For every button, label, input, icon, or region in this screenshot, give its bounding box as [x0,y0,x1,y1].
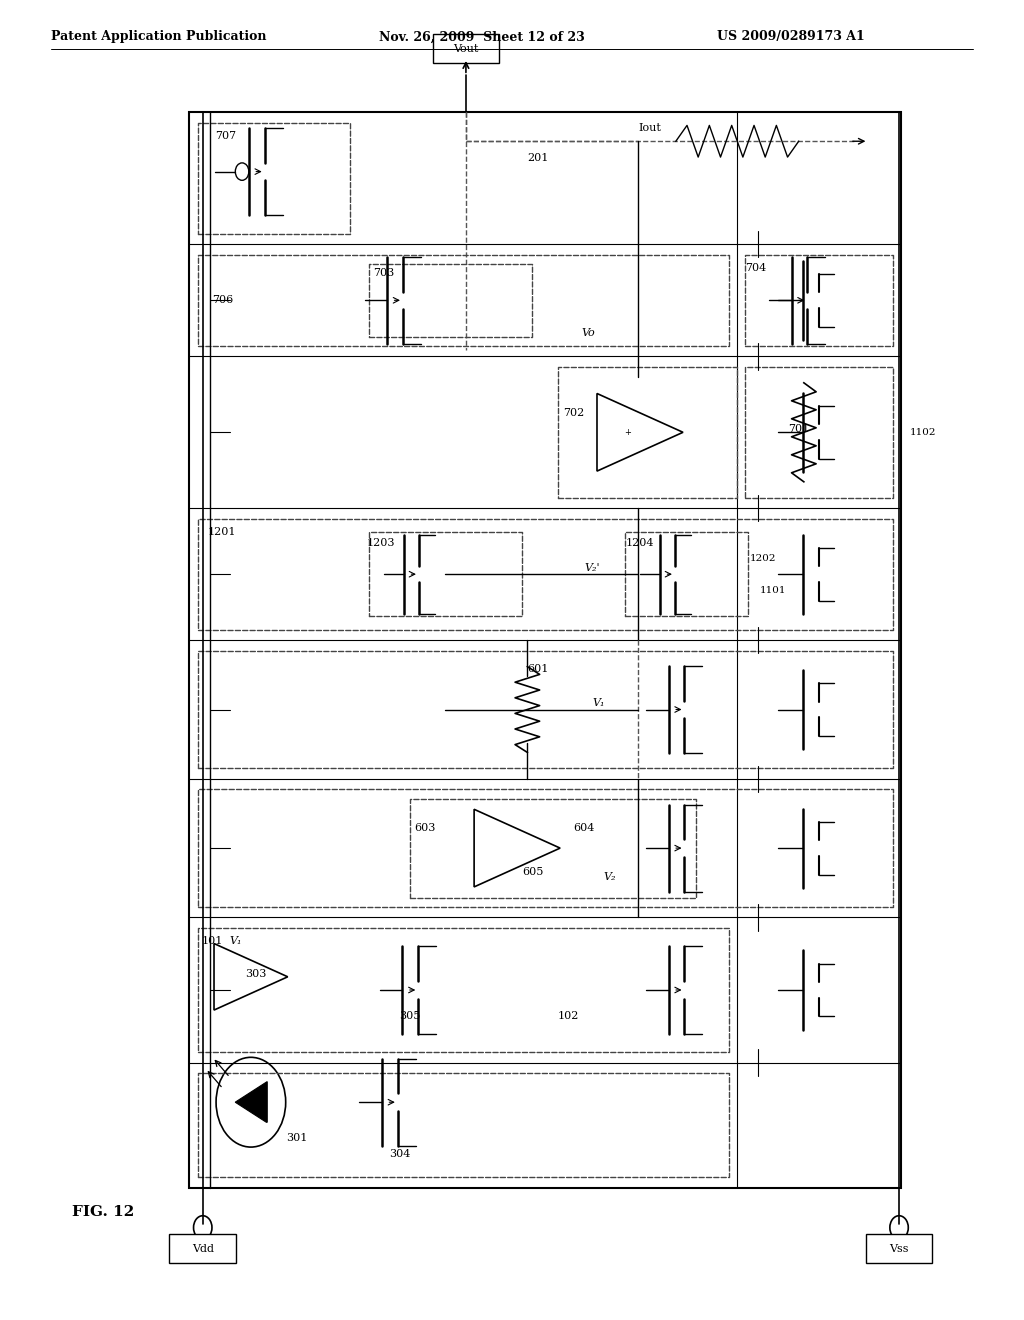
Text: 1202: 1202 [750,554,776,562]
Text: V₂': V₂' [584,562,600,573]
Text: 1203: 1203 [367,537,395,548]
Text: 305: 305 [399,1011,420,1022]
Text: 706: 706 [212,296,233,305]
Bar [432,34,500,63]
Text: Patent Application Publication: Patent Application Publication [51,30,266,44]
Text: 603: 603 [415,824,435,833]
Text: Vo: Vo [582,327,596,338]
Bar [866,1234,933,1263]
Text: 703: 703 [374,268,394,279]
Text: 101: 101 [202,936,223,946]
Text: 601: 601 [527,664,548,675]
Text: 102: 102 [558,1011,579,1022]
Text: Vdd: Vdd [191,1243,214,1254]
Text: 301: 301 [287,1133,307,1143]
Text: 1102: 1102 [909,428,936,437]
Text: 701: 701 [788,424,809,434]
Text: +: + [624,428,631,437]
Text: V₂: V₂ [603,873,615,882]
Text: FIG. 12: FIG. 12 [72,1205,134,1218]
Bar [170,1234,236,1263]
Text: 707: 707 [215,131,237,141]
Text: Iout: Iout [639,123,662,133]
Text: US 2009/0289173 A1: US 2009/0289173 A1 [717,30,864,44]
Text: V₁: V₁ [593,698,605,708]
Text: V₁: V₁ [229,936,242,946]
Text: 1204: 1204 [626,537,654,548]
Text: 702: 702 [563,408,584,417]
Text: Vss: Vss [889,1243,909,1254]
Text: Vout: Vout [454,44,478,54]
Text: 604: 604 [573,824,594,833]
Polygon shape [236,1082,266,1122]
Text: 704: 704 [745,263,766,273]
Bar [189,112,901,1188]
Text: 201: 201 [527,153,548,164]
Text: 605: 605 [522,867,543,876]
Text: Nov. 26, 2009  Sheet 12 of 23: Nov. 26, 2009 Sheet 12 of 23 [379,30,585,44]
Text: 304: 304 [389,1148,410,1159]
Text: 303: 303 [246,969,266,979]
Text: 1101: 1101 [760,586,786,594]
Text: 1201: 1201 [208,527,237,537]
